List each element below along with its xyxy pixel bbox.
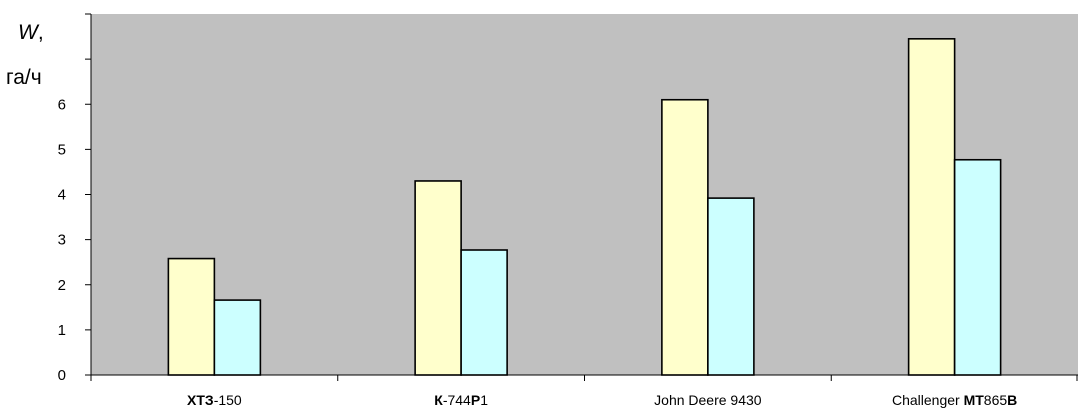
y-tick-label: 3 [58, 232, 66, 249]
y-tick-label: 2 [58, 277, 66, 294]
y-axis-label-symbol: W [18, 21, 40, 44]
x-category-label-part: Challenger [892, 392, 964, 408]
y-tick-label: 0 [58, 367, 66, 384]
bar-series-1 [167, 257, 216, 376]
y-axis-label-suffix: , [38, 21, 44, 44]
x-category-label-part: ХТЗ [187, 392, 214, 408]
x-category-label-part: 1 [480, 392, 488, 408]
y-axis-unit-label: га/ч [6, 66, 42, 89]
x-category-label-part: -744 [443, 392, 471, 408]
y-tick-label: 6 [58, 96, 66, 113]
x-category-label-part: John Deere 9430 [654, 392, 762, 408]
y-tick-label: 5 [58, 141, 66, 158]
x-category-label-part: 865 [984, 392, 1008, 408]
x-category-label: ХТЗ-150 [187, 392, 242, 408]
x-category-label: John Deere 9430 [654, 392, 762, 408]
bar-series-1 [661, 98, 709, 376]
y-tick-label: 4 [58, 187, 66, 204]
x-category-label-part: Р [471, 392, 480, 408]
bar-series-2 [707, 197, 755, 376]
bar-series-2 [953, 158, 1002, 376]
bar-series-2 [213, 299, 262, 376]
x-category-label-part: В [1007, 392, 1017, 408]
y-axis-label: W, [18, 21, 44, 44]
x-category-label: Challenger МТ865В [892, 392, 1017, 408]
x-category-label-part: МТ [964, 392, 985, 408]
x-category-label-part: К [434, 392, 443, 408]
bar-series-2 [460, 249, 508, 376]
x-category-label-part: -150 [214, 392, 242, 408]
y-tick-label: 1 [58, 322, 66, 339]
bar-series-1 [414, 180, 462, 376]
bar-series-1 [907, 38, 956, 376]
x-category-label: К-744Р1 [434, 392, 488, 408]
